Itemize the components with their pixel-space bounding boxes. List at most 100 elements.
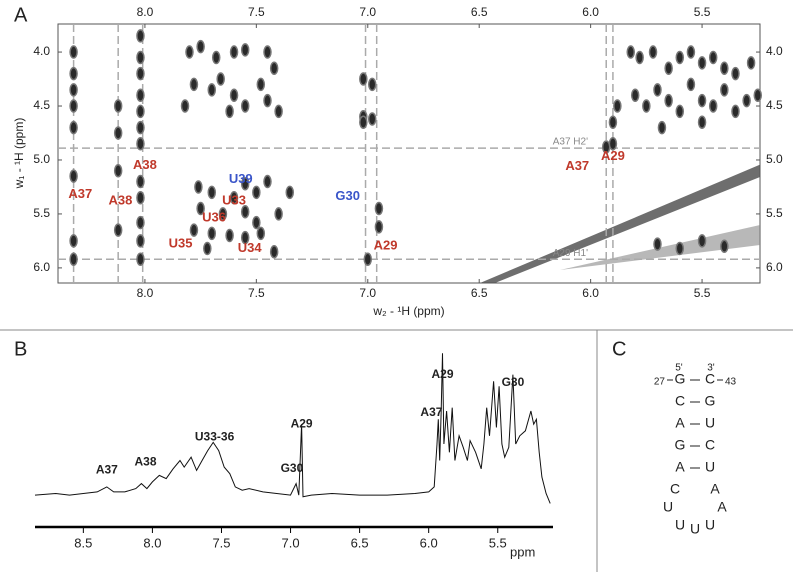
peak [720, 83, 729, 97]
x-tick-label: 6.0 [582, 5, 599, 19]
y-tick-label: 4.5 [33, 98, 50, 112]
peak [263, 93, 272, 108]
loop-base: A [717, 499, 727, 515]
peak [697, 93, 707, 108]
start-index: 27 [654, 377, 666, 388]
peak-label: U39 [229, 171, 253, 186]
peak [613, 99, 622, 113]
peak [675, 241, 685, 256]
reference-label: A37 H2' [553, 137, 588, 148]
y-tick-label: 5.5 [766, 206, 783, 220]
x-tick-label: 6.5 [471, 5, 488, 19]
peak [367, 112, 377, 126]
peak [742, 93, 751, 108]
peak [136, 234, 145, 248]
x-axis-label: w₂ - ¹H (ppm) [372, 304, 444, 318]
peak [252, 215, 261, 230]
peak [252, 185, 261, 200]
y-tick-label: 5.5 [33, 206, 50, 220]
peak [180, 99, 190, 113]
base: C [705, 371, 715, 387]
peak [374, 220, 384, 234]
peak-label: U36 [202, 210, 226, 225]
peak [194, 180, 203, 194]
peak [136, 120, 145, 135]
peak [136, 66, 145, 81]
peak-label: U33 [222, 192, 246, 207]
x-tick-label: 8.0 [137, 286, 154, 300]
peak [113, 99, 123, 113]
peak [269, 244, 279, 259]
peak [136, 252, 145, 267]
peak [136, 50, 145, 65]
peak [653, 237, 662, 251]
peak [697, 56, 707, 70]
peak [753, 88, 763, 102]
peak-label: A37 [420, 405, 442, 419]
x-tick-label: 5.5 [489, 535, 507, 550]
y-tick-label: 4.0 [766, 44, 783, 58]
peak [207, 185, 217, 200]
peak-label: A37 [565, 158, 589, 173]
peak [263, 45, 272, 59]
peak [196, 201, 205, 216]
peak [664, 61, 673, 75]
peak-label: G30 [335, 188, 360, 203]
loop-base: U [663, 499, 673, 515]
peak [207, 226, 217, 241]
spectrum [34, 353, 551, 504]
base: A [675, 415, 685, 431]
peak [686, 45, 696, 59]
x-tick-label: 6.0 [420, 535, 438, 550]
peak [657, 120, 667, 135]
peak [256, 226, 266, 241]
x-tick-label: 6.5 [471, 286, 488, 300]
panel-label: B [14, 338, 27, 360]
peak [263, 174, 272, 189]
peak [203, 241, 212, 256]
peak [229, 88, 239, 102]
peak [363, 252, 373, 267]
loop-base: U [675, 517, 685, 533]
x-tick-label: 6.0 [582, 286, 599, 300]
peak-label: A38 [133, 157, 157, 172]
y-tick-label: 6.0 [766, 260, 783, 274]
x-tick-label: 7.0 [359, 286, 376, 300]
peak [240, 176, 250, 191]
peak [69, 45, 78, 59]
panel-c: 5' 3'27 43G CC GA UG CA UC AU AU U U [654, 363, 737, 537]
peak [69, 83, 78, 97]
peak [630, 88, 640, 102]
reference-label: A29 H1' [553, 248, 588, 259]
peak [196, 39, 205, 54]
y-tick-label: 4.5 [766, 98, 783, 112]
peak [218, 207, 228, 221]
peak [69, 234, 78, 248]
peak [136, 29, 145, 43]
base: U [705, 415, 715, 431]
peak-label: U33-36 [195, 430, 235, 444]
x-tick-label: 8.0 [137, 5, 154, 19]
peak-label: A29 [601, 148, 625, 163]
peak [653, 83, 662, 97]
peak [240, 205, 250, 219]
base: G [675, 371, 686, 387]
peak-label: U34 [238, 240, 263, 255]
peak [635, 50, 644, 65]
peak [207, 83, 217, 97]
end-index: 43 [725, 377, 737, 388]
peak [240, 43, 250, 57]
peak [256, 77, 266, 92]
x-tick-label: 6.5 [351, 535, 369, 550]
peak [229, 45, 239, 59]
x-tick-label: 8.0 [143, 535, 161, 550]
peak [269, 61, 279, 75]
peak [274, 104, 283, 119]
peak [240, 99, 250, 113]
panel-a: 8.0 8.0 7.5 7.5 7.0 7.0 6.5 6.5 6.0 6.0 5.5 5.5 4.0 4… [12, 5, 783, 318]
peak [113, 126, 123, 140]
peak [113, 164, 123, 178]
x-tick-label: 5.5 [694, 286, 711, 300]
